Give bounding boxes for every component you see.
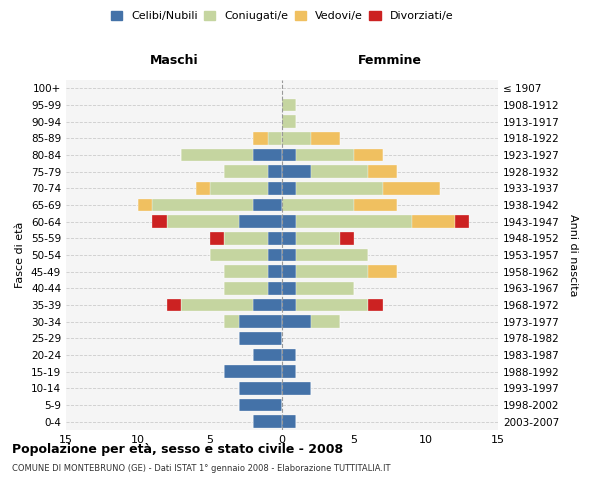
Bar — [210, 248, 268, 261]
Bar — [268, 132, 282, 144]
Bar — [340, 232, 354, 244]
Bar — [181, 298, 253, 311]
Bar — [224, 232, 268, 244]
Bar — [167, 298, 181, 311]
Bar — [224, 166, 268, 178]
Bar — [296, 248, 368, 261]
Bar — [311, 166, 368, 178]
Bar — [268, 282, 282, 294]
Bar — [354, 198, 397, 211]
Bar — [210, 232, 224, 244]
Bar — [239, 399, 282, 411]
Bar — [296, 182, 383, 194]
Bar — [296, 298, 368, 311]
Bar — [253, 298, 282, 311]
Bar — [282, 216, 296, 228]
Bar — [354, 149, 383, 161]
Bar — [282, 198, 354, 211]
Bar — [239, 382, 282, 394]
Bar — [282, 266, 296, 278]
Text: COMUNE DI MONTEBRUNO (GE) - Dati ISTAT 1° gennaio 2008 - Elaborazione TUTTITALIA: COMUNE DI MONTEBRUNO (GE) - Dati ISTAT 1… — [12, 464, 391, 473]
Bar — [412, 216, 455, 228]
Bar — [196, 182, 210, 194]
Bar — [282, 232, 296, 244]
Bar — [268, 182, 282, 194]
Bar — [282, 316, 311, 328]
Bar — [253, 416, 282, 428]
Text: Maschi: Maschi — [149, 54, 199, 66]
Bar — [282, 116, 296, 128]
Bar — [268, 266, 282, 278]
Text: Femmine: Femmine — [358, 54, 422, 66]
Bar — [282, 166, 311, 178]
Bar — [368, 266, 397, 278]
Bar — [239, 316, 282, 328]
Bar — [253, 149, 282, 161]
Bar — [296, 282, 354, 294]
Bar — [296, 232, 340, 244]
Y-axis label: Anni di nascita: Anni di nascita — [568, 214, 578, 296]
Bar — [268, 166, 282, 178]
Bar — [282, 416, 296, 428]
Bar — [239, 216, 282, 228]
Bar — [296, 149, 354, 161]
Bar — [282, 382, 311, 394]
Bar — [282, 99, 296, 112]
Bar — [167, 216, 239, 228]
Bar — [296, 266, 368, 278]
Bar — [282, 298, 296, 311]
Bar — [368, 166, 397, 178]
Bar — [282, 282, 296, 294]
Bar — [296, 216, 412, 228]
Y-axis label: Fasce di età: Fasce di età — [16, 222, 25, 288]
Text: Popolazione per età, sesso e stato civile - 2008: Popolazione per età, sesso e stato civil… — [12, 442, 343, 456]
Bar — [253, 349, 282, 361]
Bar — [253, 132, 268, 144]
Bar — [282, 182, 296, 194]
Bar — [282, 248, 296, 261]
Bar — [224, 282, 268, 294]
Bar — [282, 132, 311, 144]
Bar — [210, 182, 268, 194]
Bar — [152, 198, 253, 211]
Bar — [282, 366, 296, 378]
Bar — [224, 316, 239, 328]
Bar — [224, 266, 268, 278]
Bar — [181, 149, 253, 161]
Legend: Celibi/Nubili, Coniugati/e, Vedovi/e, Divorziati/e: Celibi/Nubili, Coniugati/e, Vedovi/e, Di… — [111, 10, 453, 21]
Bar — [224, 366, 282, 378]
Bar — [282, 349, 296, 361]
Bar — [368, 298, 383, 311]
Bar — [268, 248, 282, 261]
Bar — [239, 332, 282, 344]
Bar — [311, 316, 340, 328]
Bar — [152, 216, 167, 228]
Bar — [138, 198, 152, 211]
Bar — [253, 198, 282, 211]
Bar — [311, 132, 340, 144]
Bar — [383, 182, 440, 194]
Bar — [282, 149, 296, 161]
Bar — [455, 216, 469, 228]
Bar — [268, 232, 282, 244]
